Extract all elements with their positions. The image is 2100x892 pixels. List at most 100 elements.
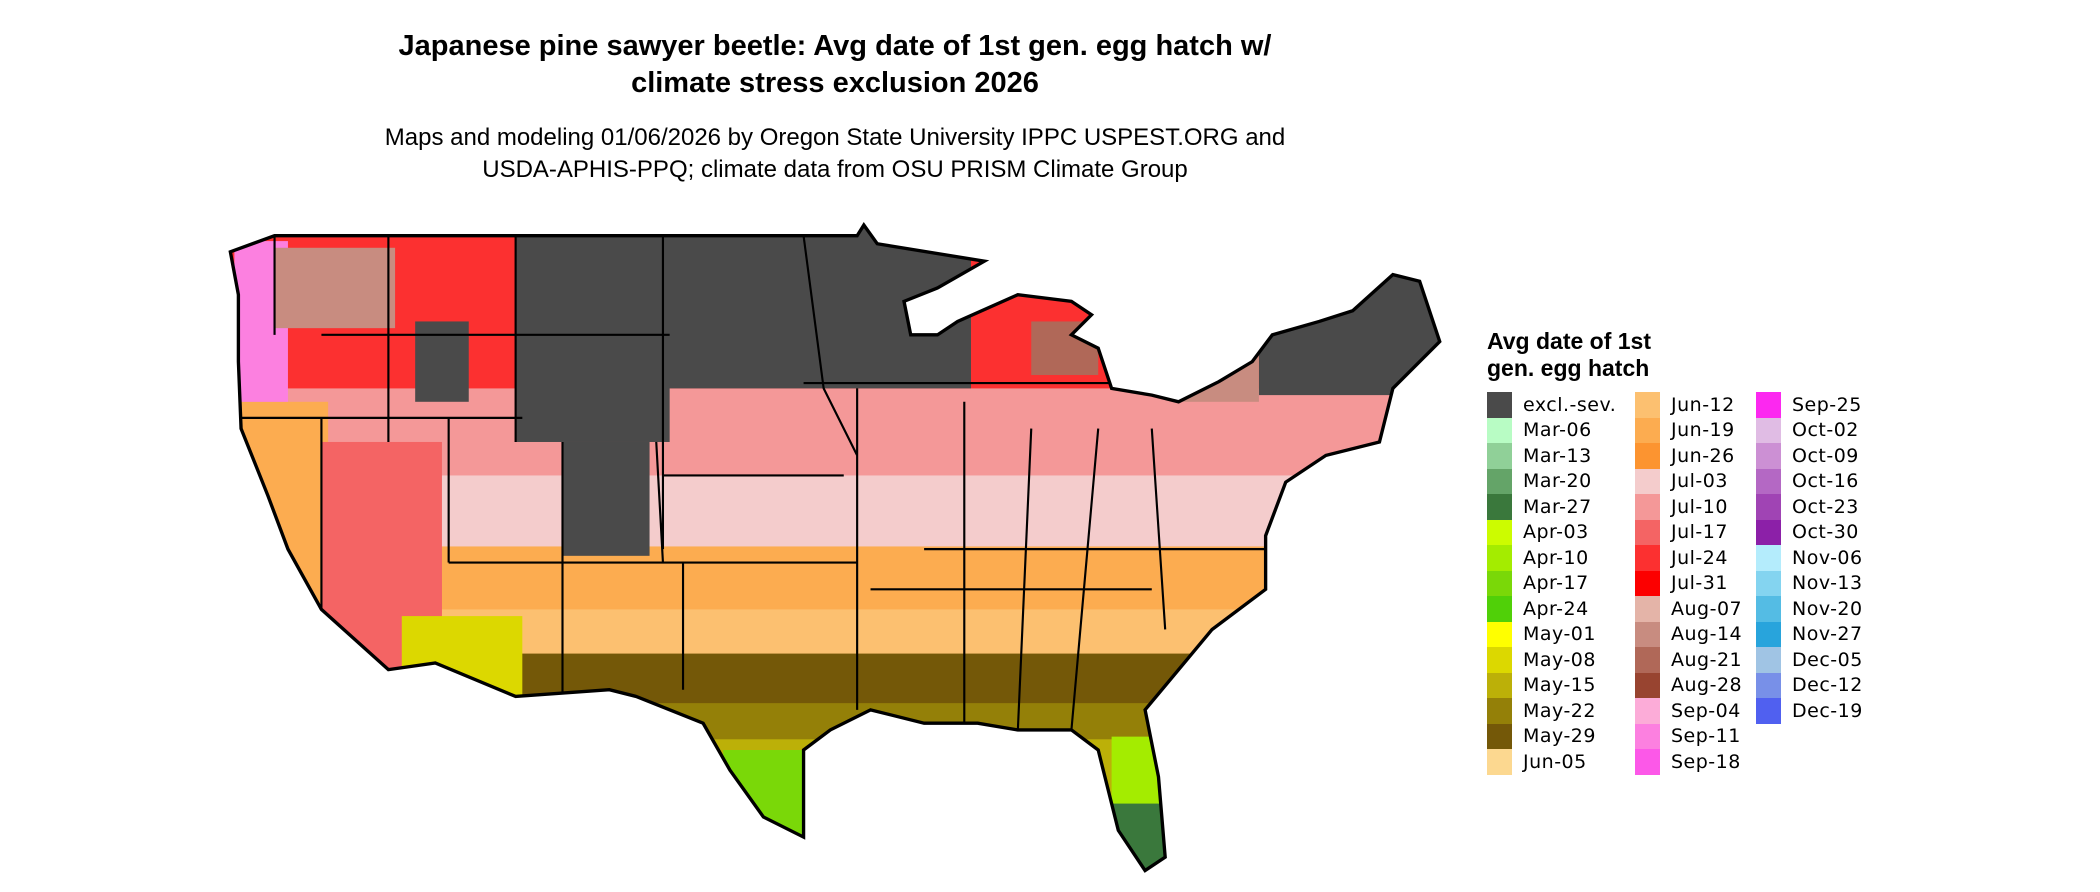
legend-item: Sep-25 bbox=[1756, 392, 1863, 418]
legend-label: Aug-21 bbox=[1671, 648, 1743, 671]
legend-swatch bbox=[1487, 698, 1512, 724]
legend-label: Nov-20 bbox=[1792, 597, 1863, 620]
legend-label: Aug-14 bbox=[1671, 623, 1743, 646]
legend-label: Jun-12 bbox=[1671, 393, 1735, 416]
legend-item: Oct-16 bbox=[1756, 468, 1863, 494]
legend-item: May-15 bbox=[1487, 672, 1635, 698]
legend-label: Oct-16 bbox=[1792, 470, 1859, 493]
legend-label: May-22 bbox=[1523, 699, 1596, 722]
legend-item: May-08 bbox=[1487, 647, 1635, 673]
legend-swatch bbox=[1487, 468, 1512, 494]
legend-item: Aug-14 bbox=[1635, 621, 1756, 647]
legend-label: May-15 bbox=[1523, 674, 1596, 697]
legend-label: Nov-27 bbox=[1792, 623, 1863, 646]
legend-label: Sep-11 bbox=[1671, 725, 1741, 748]
legend-label: Nov-06 bbox=[1792, 546, 1863, 569]
title-line-2: climate stress exclusion 2026 bbox=[631, 67, 1039, 99]
legend-swatch bbox=[1756, 443, 1781, 469]
legend-swatch bbox=[1756, 417, 1781, 443]
legend-swatch bbox=[1756, 494, 1781, 520]
legend-label: May-29 bbox=[1523, 725, 1596, 748]
legend-swatch bbox=[1635, 494, 1660, 520]
legend-swatch bbox=[1756, 621, 1781, 647]
legend-swatch bbox=[1635, 519, 1660, 545]
legend-swatch bbox=[1487, 621, 1512, 647]
legend-item: Mar-20 bbox=[1487, 468, 1635, 494]
legend-item: Mar-13 bbox=[1487, 443, 1635, 469]
legend-label: Nov-13 bbox=[1792, 572, 1863, 595]
legend-label: Oct-23 bbox=[1792, 495, 1859, 518]
legend-swatch bbox=[1635, 443, 1660, 469]
legend-swatch bbox=[1635, 392, 1660, 418]
legend-item: Jun-26 bbox=[1635, 443, 1756, 469]
title-line-1: Japanese pine sawyer beetle: Avg date of… bbox=[398, 30, 1272, 62]
legend-swatch bbox=[1756, 392, 1781, 418]
legend-swatch bbox=[1635, 417, 1660, 443]
legend-swatch bbox=[1635, 647, 1660, 673]
legend-label: Apr-24 bbox=[1523, 597, 1589, 620]
legend-item: Dec-19 bbox=[1756, 698, 1863, 724]
legend-item: Dec-05 bbox=[1756, 647, 1863, 673]
legend-swatch bbox=[1635, 621, 1660, 647]
legend-item: May-01 bbox=[1487, 621, 1635, 647]
legend-swatch bbox=[1756, 545, 1781, 571]
legend-swatch bbox=[1487, 647, 1512, 673]
legend-item: Mar-27 bbox=[1487, 494, 1635, 520]
legend-item: Jul-31 bbox=[1635, 570, 1756, 596]
legend-label: Jul-03 bbox=[1671, 470, 1728, 493]
legend-swatch bbox=[1756, 672, 1781, 698]
legend-swatch bbox=[1756, 519, 1781, 545]
legend-label: Dec-19 bbox=[1792, 699, 1863, 722]
legend-swatch bbox=[1487, 749, 1512, 775]
legend-item: Jul-10 bbox=[1635, 494, 1756, 520]
legend-label: Apr-10 bbox=[1523, 546, 1589, 569]
legend-swatch bbox=[1635, 749, 1660, 775]
legend-item: Nov-27 bbox=[1756, 621, 1863, 647]
legend-item: Sep-04 bbox=[1635, 698, 1756, 724]
legend-swatch bbox=[1756, 698, 1781, 724]
legend-swatch bbox=[1487, 570, 1512, 596]
legend-item: Apr-03 bbox=[1487, 519, 1635, 545]
legend-swatch bbox=[1635, 596, 1660, 622]
legend-label: Jun-26 bbox=[1671, 444, 1735, 467]
legend-label: Mar-06 bbox=[1523, 419, 1592, 442]
legend-label: Mar-27 bbox=[1523, 495, 1592, 518]
legend-label: Aug-07 bbox=[1671, 597, 1743, 620]
legend-item: Jun-12 bbox=[1635, 392, 1756, 418]
legend-swatch bbox=[1487, 443, 1512, 469]
legend-label: Oct-09 bbox=[1792, 444, 1859, 467]
subtitle-line-1: Maps and modeling 01/06/2026 by Oregon S… bbox=[384, 124, 1286, 151]
subtitle-line-2: USDA-APHIS-PPQ; climate data from OSU PR… bbox=[482, 156, 1188, 183]
legend-label: Jul-31 bbox=[1671, 572, 1728, 595]
legend-label: Sep-18 bbox=[1671, 750, 1741, 773]
legend-swatch bbox=[1487, 672, 1512, 698]
legend-item: Jul-03 bbox=[1635, 468, 1756, 494]
legend-swatch bbox=[1756, 570, 1781, 596]
legend-label: Dec-05 bbox=[1792, 648, 1863, 671]
legend-label: Mar-20 bbox=[1523, 470, 1592, 493]
legend-item: Oct-02 bbox=[1756, 417, 1863, 443]
map-fill bbox=[230, 225, 1440, 871]
legend-label: May-08 bbox=[1523, 648, 1596, 671]
legend-label: Dec-12 bbox=[1792, 674, 1863, 697]
legend-swatch bbox=[1487, 545, 1512, 571]
legend-item: Apr-10 bbox=[1487, 545, 1635, 571]
legend-item: Oct-09 bbox=[1756, 443, 1863, 469]
legend-label: Oct-30 bbox=[1792, 521, 1859, 544]
legend-item: Aug-07 bbox=[1635, 596, 1756, 622]
legend-label: Sep-04 bbox=[1671, 699, 1741, 722]
legend-item: Jul-17 bbox=[1635, 519, 1756, 545]
legend-label: Aug-28 bbox=[1671, 674, 1743, 697]
legend-item: Aug-28 bbox=[1635, 672, 1756, 698]
map-subtitle: Maps and modeling 01/06/2026 by Oregon S… bbox=[0, 122, 1670, 186]
legend-swatch bbox=[1756, 596, 1781, 622]
legend-item: Jun-05 bbox=[1487, 749, 1635, 775]
legend-item: Apr-24 bbox=[1487, 596, 1635, 622]
legend-swatch bbox=[1756, 647, 1781, 673]
legend-item: Jun-19 bbox=[1635, 417, 1756, 443]
legend-label: Sep-25 bbox=[1792, 393, 1862, 416]
legend-item: Apr-17 bbox=[1487, 570, 1635, 596]
legend-label: Jun-05 bbox=[1523, 750, 1587, 773]
legend-label: Jul-24 bbox=[1671, 546, 1728, 569]
